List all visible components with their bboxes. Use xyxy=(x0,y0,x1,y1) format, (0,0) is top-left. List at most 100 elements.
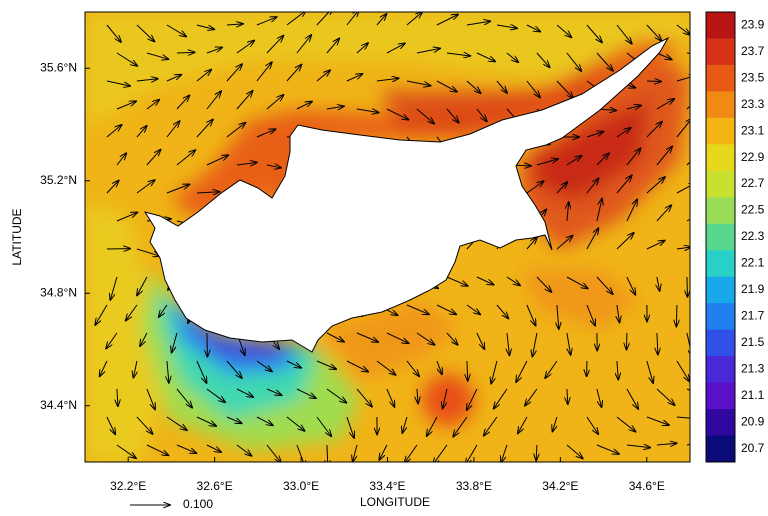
current-arrow xyxy=(496,25,517,28)
current-arrow xyxy=(406,360,419,376)
colorbar-label: 22.5 xyxy=(741,203,765,217)
current-arrow xyxy=(146,100,159,110)
colorbar-band xyxy=(706,356,735,384)
current-arrow xyxy=(353,444,358,462)
colorbar-label: 21.5 xyxy=(741,335,765,349)
current-arrow xyxy=(443,388,448,408)
current-arrow xyxy=(206,444,221,452)
current-arrow xyxy=(196,70,211,82)
colorbar-label: 22.1 xyxy=(741,256,765,270)
current-arrow xyxy=(136,416,153,434)
current-arrow xyxy=(676,183,690,194)
x-tick-label: 33.4°E xyxy=(369,479,405,493)
current-arrow xyxy=(386,332,409,343)
current-arrow xyxy=(518,416,528,433)
current-arrow xyxy=(656,388,675,405)
current-arrow xyxy=(436,15,458,26)
current-arrow xyxy=(159,304,168,317)
current-arrow xyxy=(646,81,661,82)
current-arrow xyxy=(526,181,544,194)
current-arrow xyxy=(166,24,186,36)
current-arrow xyxy=(406,304,429,314)
current-arrow xyxy=(656,205,671,222)
current-arrow xyxy=(226,123,246,138)
current-arrow xyxy=(626,276,635,295)
current-arrow xyxy=(545,360,558,378)
current-arrow xyxy=(507,332,510,355)
current-arrow xyxy=(536,444,537,460)
current-arrow xyxy=(176,150,195,166)
current-arrow xyxy=(676,118,690,138)
current-arrow xyxy=(626,148,641,166)
y-tick-label: 35.2°N xyxy=(40,173,77,187)
current-arrow xyxy=(316,70,330,82)
current-arrow xyxy=(136,79,158,81)
current-arrow xyxy=(402,416,408,433)
current-arrow xyxy=(405,444,418,462)
current-arrow xyxy=(557,304,559,329)
current-arrow xyxy=(596,276,613,294)
current-arrow xyxy=(116,212,137,222)
current-arrow xyxy=(316,360,336,369)
colorbar-band xyxy=(706,91,735,119)
current-arrow xyxy=(346,416,354,438)
current-arrow xyxy=(526,304,536,326)
current-arrow xyxy=(256,416,273,425)
current-arrow xyxy=(256,360,272,371)
current-arrow xyxy=(379,444,388,460)
current-arrow xyxy=(567,388,568,404)
current-arrow xyxy=(453,416,468,437)
current-arrow xyxy=(406,12,422,26)
current-arrow xyxy=(476,108,487,121)
current-arrow xyxy=(236,91,253,110)
current-arrow xyxy=(286,65,301,82)
current-arrow xyxy=(286,360,301,368)
current-arrow xyxy=(616,176,632,194)
current-arrow xyxy=(136,126,147,138)
current-arrow xyxy=(525,388,538,406)
colorbar-band xyxy=(706,409,735,437)
current-arrow xyxy=(526,237,537,250)
current-arrow xyxy=(552,416,558,431)
current-arrow xyxy=(256,129,276,138)
current-arrow xyxy=(386,388,395,407)
current-arrow xyxy=(126,304,138,321)
current-arrow xyxy=(676,24,690,35)
current-arrow xyxy=(687,276,688,297)
current-arrow xyxy=(256,62,272,82)
current-arrow xyxy=(416,332,435,345)
current-arrow xyxy=(266,444,281,462)
current-arrow xyxy=(206,388,225,402)
current-arrow xyxy=(176,444,196,453)
colorbar-label: 23.3 xyxy=(741,97,765,111)
current-arrow xyxy=(556,182,567,194)
current-arrow xyxy=(116,153,126,166)
current-arrow xyxy=(676,417,690,419)
current-arrow xyxy=(236,388,253,397)
x-tick-label: 32.6°E xyxy=(197,479,233,493)
current-arrow xyxy=(386,43,405,54)
current-arrow xyxy=(166,184,189,194)
current-arrow xyxy=(286,12,306,26)
current-arrow xyxy=(616,233,634,250)
x-axis-label: LONGITUDE xyxy=(360,495,430,509)
current-arrow xyxy=(656,443,677,445)
current-arrow xyxy=(586,178,599,194)
colorbar-label: 21.9 xyxy=(741,282,765,296)
current-arrow xyxy=(596,153,609,166)
colorbar-label: 22.3 xyxy=(741,229,765,243)
colorbar-band xyxy=(706,12,735,39)
current-arrow xyxy=(146,52,168,59)
current-arrow xyxy=(116,101,136,110)
current-arrow xyxy=(106,180,119,194)
current-arrow xyxy=(656,52,672,59)
current-arrow xyxy=(196,24,214,29)
current-arrow xyxy=(146,388,155,409)
current-arrow xyxy=(657,332,658,355)
current-arrow xyxy=(95,304,108,325)
current-arrow xyxy=(567,202,569,222)
current-arrow xyxy=(376,14,387,26)
current-arrow xyxy=(496,80,507,93)
current-arrow xyxy=(226,24,243,25)
